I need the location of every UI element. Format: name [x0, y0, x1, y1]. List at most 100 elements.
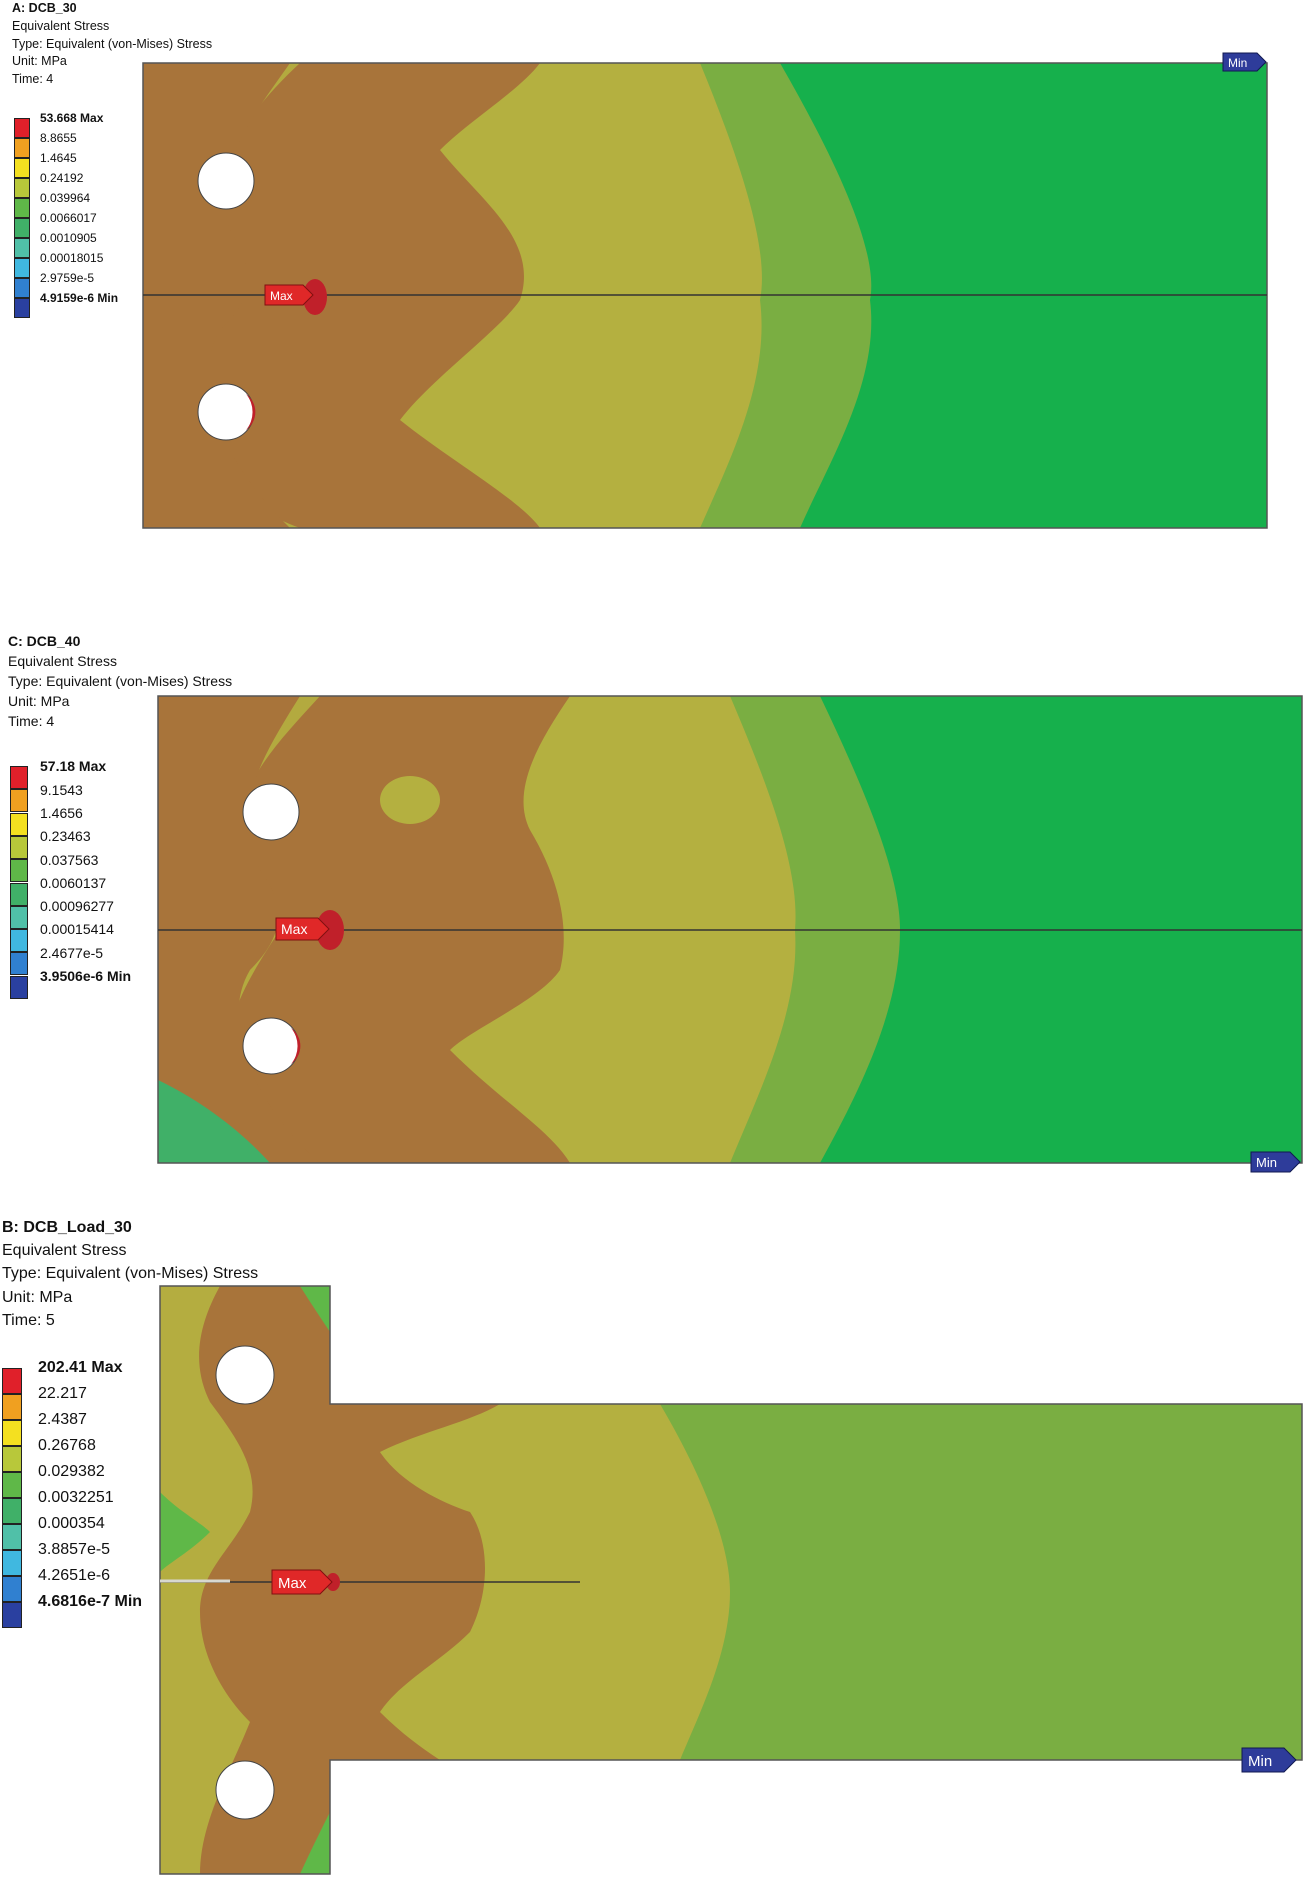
hole-stress-edge	[291, 1028, 301, 1064]
legend-label: 8.8655	[40, 131, 77, 146]
legend-swatch	[10, 835, 28, 859]
panel-dcb-load-30: B: DCB_Load_30 Equivalent Stress Type: E…	[0, 1212, 1304, 1878]
svg-text:Max: Max	[281, 921, 307, 937]
legend-swatch	[2, 1498, 22, 1524]
result-time: Time: 5	[2, 1311, 55, 1329]
legend-label: 0.00015414	[40, 921, 114, 938]
min-probe-tag: Min	[1222, 52, 1267, 72]
legend-label: 3.8857e-5	[38, 1541, 111, 1559]
hole-stress-edge	[246, 394, 256, 430]
min-probe-tag: Min	[1250, 1151, 1301, 1173]
max-probe-tag: Max	[271, 1569, 333, 1595]
legend-swatch	[14, 198, 30, 218]
crack-tip-hotspot	[316, 910, 344, 950]
pin-hole-lower	[242, 1017, 300, 1075]
legend-label: 202.41 Max	[38, 1359, 123, 1377]
max-probe-tag: Max	[275, 917, 330, 941]
legend-swatch	[14, 138, 30, 158]
legend-swatch	[14, 238, 30, 258]
crack-tip-hotspot	[326, 1573, 340, 1591]
min-probe-tag: Min	[1241, 1747, 1297, 1773]
legend-swatch	[10, 859, 28, 883]
panel-title: B: DCB_Load_30	[2, 1219, 132, 1236]
legend-swatch	[14, 218, 30, 238]
stress-legend: 57.18 Max 9.1543 1.4656 0.23463 0.037563 0.00…	[10, 758, 180, 1003]
pin-hole-lower	[215, 1760, 275, 1820]
panel-dcb-40: C: DCB_40 Equivalent Stress Type: Equiva…	[0, 630, 1304, 1190]
legend-label: 1.4645	[40, 151, 77, 166]
legend-label: 57.18 Max	[40, 758, 107, 775]
legend-label: 3.9506e-6 Min	[40, 968, 132, 984]
legend-label: 2.4677e-5	[40, 944, 104, 961]
result-time: Time: 4	[12, 72, 54, 86]
legend-label: 0.23463	[40, 828, 91, 845]
panel-title: A: DCB_30	[12, 1, 77, 15]
legend-swatch	[2, 1524, 22, 1550]
legend-label: 0.037563	[40, 851, 99, 868]
legend-swatch	[10, 975, 28, 999]
legend-label: 2.4387	[38, 1411, 87, 1429]
legend-label: 0.0010905	[40, 231, 97, 246]
legend-swatch	[14, 178, 30, 198]
result-time: Time: 4	[8, 712, 55, 729]
stress-contour-plot: Max Min	[157, 695, 1303, 1173]
legend-label: 4.2651e-6	[38, 1567, 111, 1585]
legend-swatch	[2, 1446, 22, 1472]
svg-text:Min: Min	[1248, 1753, 1272, 1770]
legend-swatch	[10, 789, 28, 813]
legend-swatch	[10, 905, 28, 929]
panel-header: C: DCB_40 Equivalent Stress Type: Equiva…	[8, 632, 232, 731]
legend-label: 0.00096277	[40, 898, 114, 915]
result-type: Type: Equivalent (von-Mises) Stress	[12, 36, 213, 51]
result-type: Type: Equivalent (von-Mises) Stress	[2, 1265, 259, 1283]
legend-swatch	[2, 1602, 22, 1628]
pin-hole-upper	[242, 783, 300, 841]
svg-text:Min: Min	[1256, 1155, 1277, 1170]
result-name: Equivalent Stress	[2, 1242, 127, 1260]
legend-swatch	[2, 1368, 22, 1394]
result-name: Equivalent Stress	[12, 18, 110, 33]
legend-swatch	[2, 1394, 22, 1420]
stress-legend: 53.668 Max 8.8655 1.4645 0.24192 0.039964 0.0…	[14, 111, 180, 322]
legend-label: 1.4656	[40, 804, 83, 821]
legend-label: 53.668 Max	[40, 111, 104, 126]
legend-swatch	[10, 882, 28, 906]
pin-hole-lower	[197, 383, 255, 441]
legend-label: 0.0066017	[40, 211, 97, 226]
result-unit: Unit: MPa	[12, 54, 67, 69]
legend-label: 0.0032251	[38, 1489, 114, 1507]
legend-swatch	[14, 278, 30, 298]
pin-hole-upper	[197, 152, 255, 210]
legend-swatch	[2, 1576, 22, 1602]
stress-legend: 202.41 Max 22.217 2.4387 0.26768 0.029382 0.0…	[2, 1359, 178, 1632]
legend-swatch	[14, 298, 30, 318]
svg-text:Min: Min	[1228, 56, 1247, 70]
panel-header: B: DCB_Load_30 Equivalent Stress Type: E…	[2, 1216, 258, 1332]
svg-text:Max: Max	[278, 1575, 307, 1592]
result-unit: Unit: MPa	[2, 1288, 73, 1306]
pin-hole-upper	[215, 1345, 275, 1405]
stress-contour-plot: Max Min	[159, 1285, 1303, 1875]
legend-label: 0.0060137	[40, 874, 107, 891]
max-probe-tag: Max	[264, 284, 314, 306]
legend-label: 9.1543	[40, 781, 83, 798]
legend-label: 0.26768	[38, 1437, 96, 1455]
legend-label: 4.6816e-7 Min	[38, 1593, 143, 1611]
legend-swatch	[14, 258, 30, 278]
legend-swatch	[2, 1472, 22, 1498]
crack-tip-hotspot	[303, 279, 327, 315]
legend-swatch	[10, 812, 28, 836]
legend-swatch	[10, 929, 28, 953]
legend-label: 0.24192	[40, 171, 84, 186]
result-type: Type: Equivalent (von-Mises) Stress	[8, 672, 233, 689]
legend-swatch	[2, 1550, 22, 1576]
result-unit: Unit: MPa	[8, 692, 70, 709]
legend-swatch	[10, 952, 28, 976]
legend-label: 0.000354	[38, 1515, 105, 1533]
specimen-outline	[159, 1285, 1303, 1875]
panel-title: C: DCB_40	[8, 633, 81, 649]
legend-swatch	[14, 118, 30, 138]
legend-swatch	[14, 158, 30, 178]
stress-contour-plot: Max Min	[142, 52, 1268, 529]
legend-label: 0.029382	[38, 1463, 105, 1481]
